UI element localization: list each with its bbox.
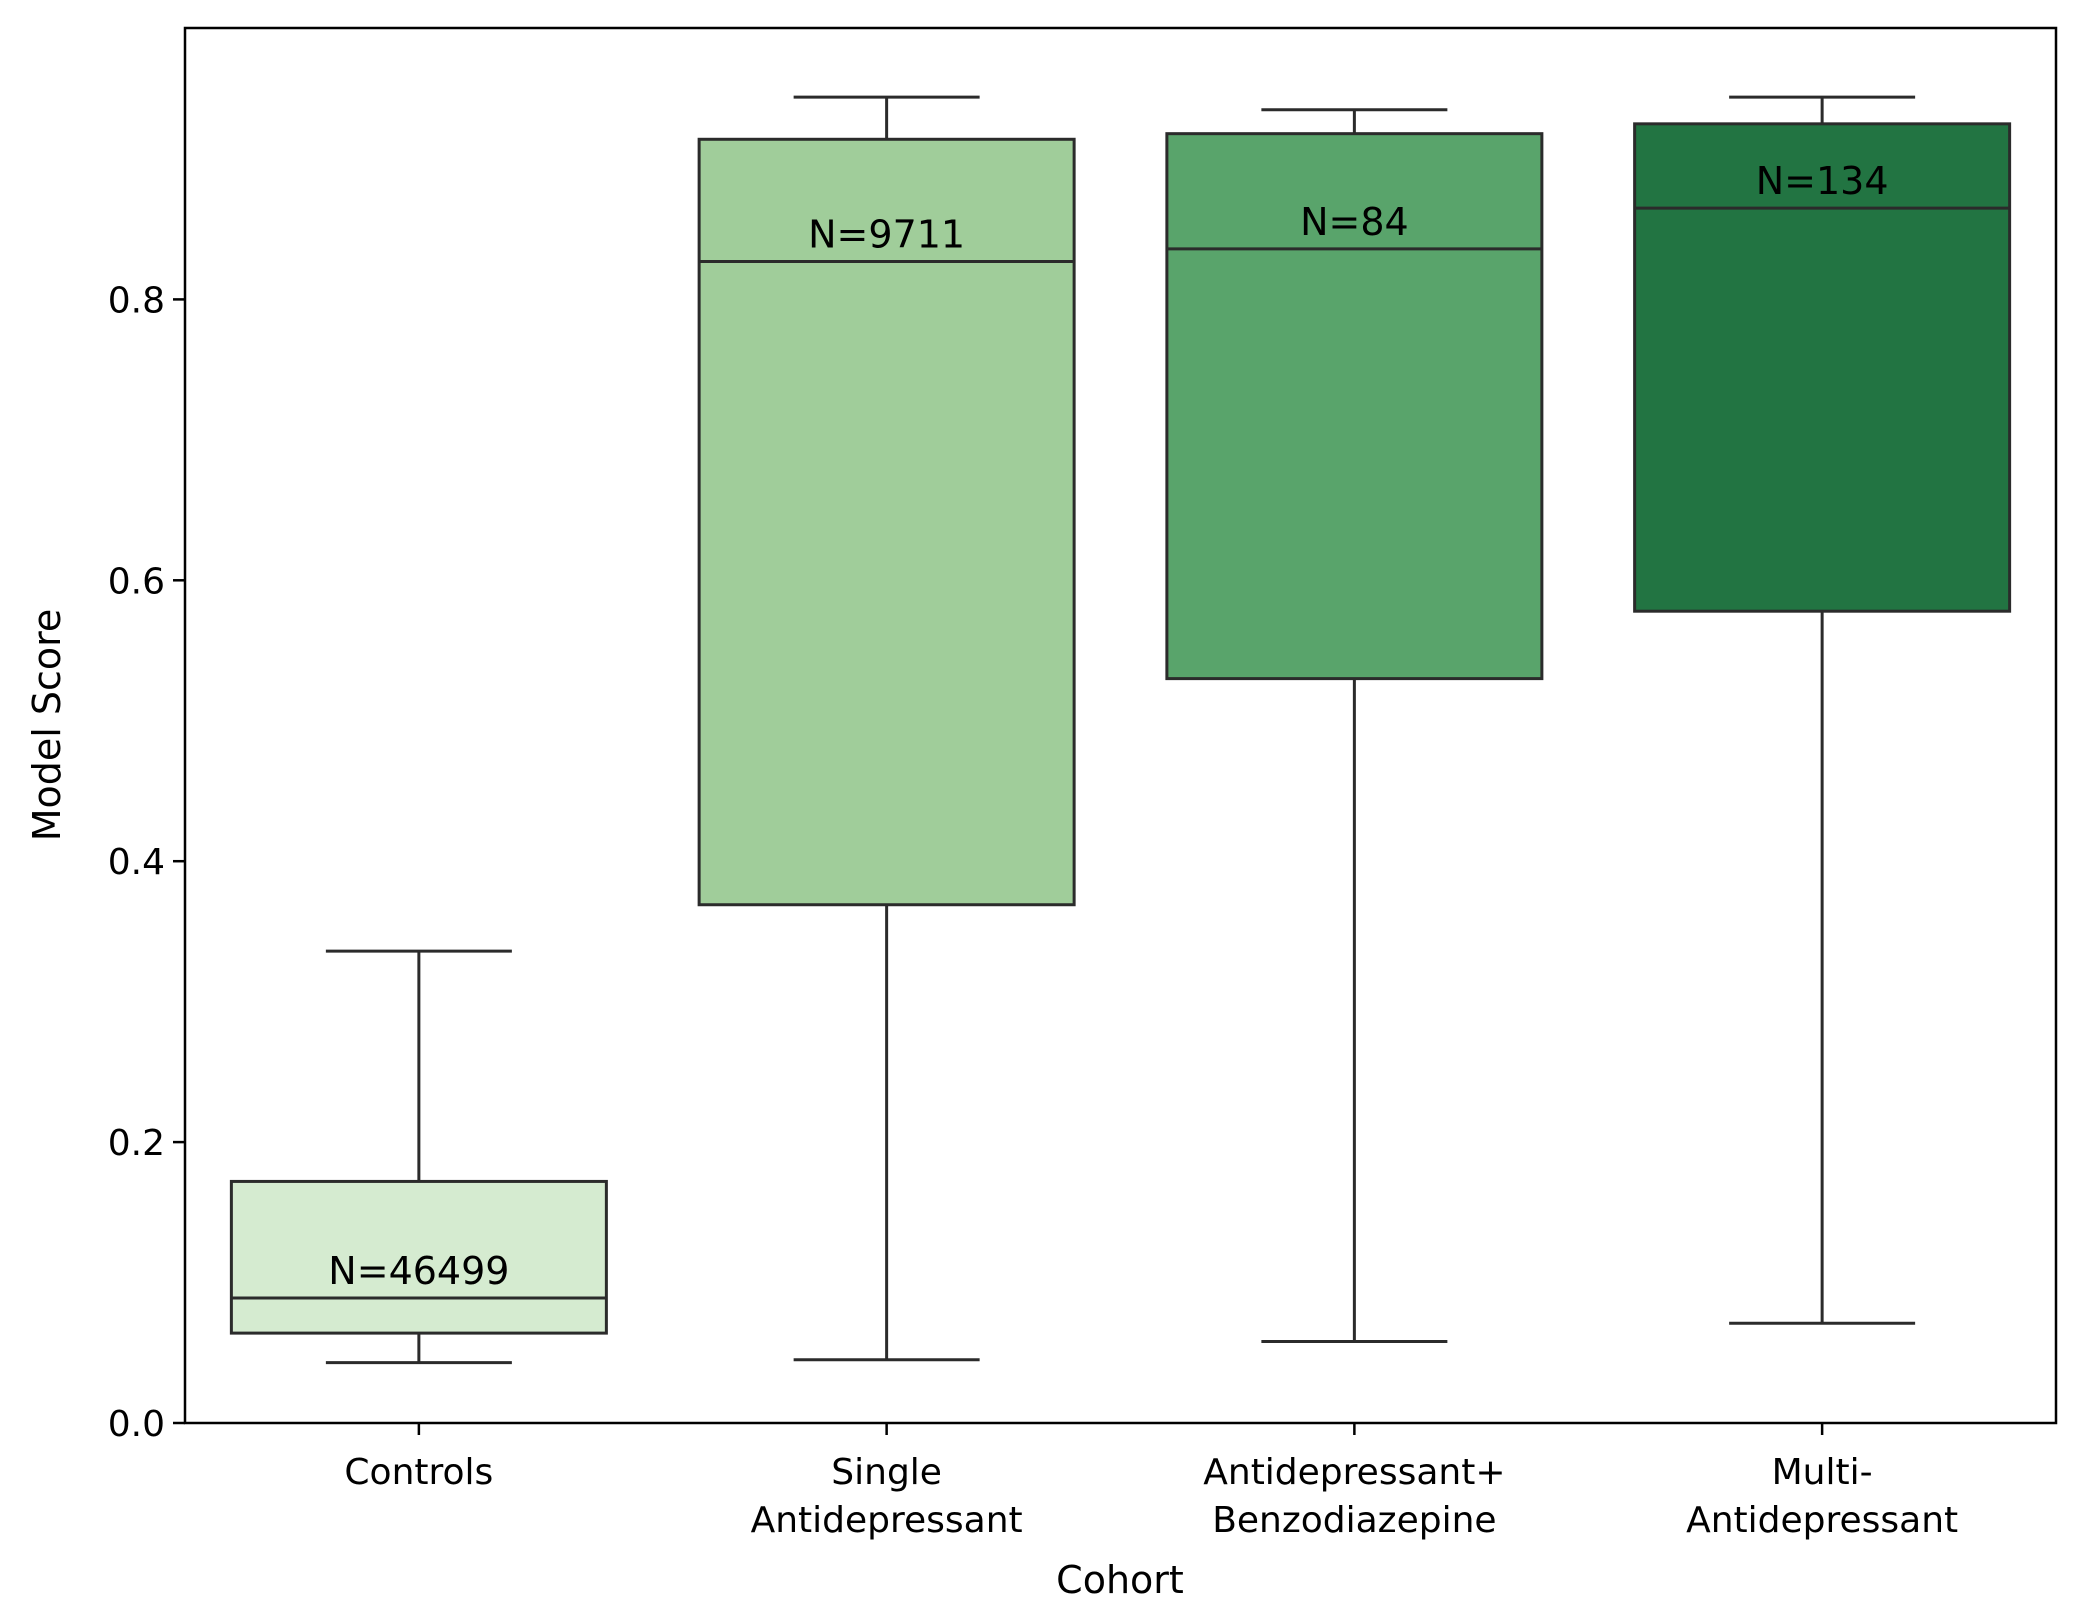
sample-size-label: N=46499 [328,1249,509,1293]
plot-frame [183,26,2058,1425]
x-tick-label: Antidepressant+ [1203,1452,1505,1493]
sample-size-label: N=9711 [808,212,965,256]
x-tick-label: Single [831,1452,942,1493]
y-axis-label: Model Score [25,609,69,842]
axes: 0.0 0.2 0.4 0.6 0.8 Controls Single Antidepress… [108,280,1958,1541]
box-group: N=9711 [697,95,1076,1362]
iqr-box [697,137,1076,907]
sample-size-label: N=134 [1756,159,1889,203]
y-tick-label: 0.0 [108,1404,165,1445]
x-tick-label: Antidepressant [1686,1500,1958,1541]
x-tick-label: Benzodiazepine [1212,1500,1496,1541]
sample-size-label: N=84 [1300,200,1409,244]
box-group: N=134 [1633,95,2012,1325]
x-tick-label: Multi- [1772,1452,1873,1493]
y-tick-label: 0.6 [108,561,165,602]
box-group: N=84 [1165,108,1544,1344]
box-group: N=46499 [229,949,608,1365]
y-tick-label: 0.8 [108,280,165,321]
y-tick-label: 0.2 [108,1123,165,1164]
iqr-box [1165,132,1544,681]
x-tick-label: Antidepressant [751,1500,1023,1541]
x-tick-label: Controls [344,1452,493,1493]
x-axis-label: Cohort [1056,1558,1184,1602]
iqr-box [229,1179,608,1335]
iqr-box [1633,122,2012,613]
plot-area: N=46499 N=9711 N=84 N=134 [229,95,2012,1365]
y-tick-label: 0.4 [108,842,165,883]
